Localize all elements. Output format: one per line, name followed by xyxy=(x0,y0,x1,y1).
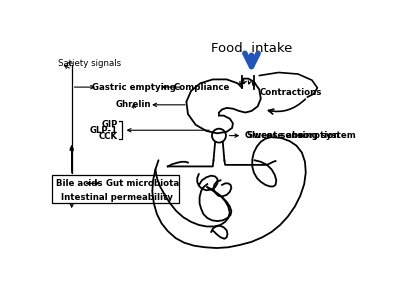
Text: Intestinal permeability: Intestinal permeability xyxy=(61,193,173,202)
Text: Bile acids: Bile acids xyxy=(56,179,103,188)
Text: Compliance: Compliance xyxy=(174,83,230,91)
Text: Sweet sensing system: Sweet sensing system xyxy=(247,131,356,140)
Text: Gastric emptying: Gastric emptying xyxy=(92,83,176,91)
Text: GLP-1: GLP-1 xyxy=(90,126,118,135)
Text: CCK: CCK xyxy=(99,132,118,141)
Text: Contractions: Contractions xyxy=(259,88,322,97)
Text: Satiety signals: Satiety signals xyxy=(58,59,121,67)
Text: Gut microbiota: Gut microbiota xyxy=(106,179,179,188)
Text: Food  intake: Food intake xyxy=(211,42,292,55)
Text: Glucose absorption: Glucose absorption xyxy=(245,131,340,140)
Text: Ghrelin: Ghrelin xyxy=(116,100,152,109)
Text: GIP: GIP xyxy=(102,120,118,128)
